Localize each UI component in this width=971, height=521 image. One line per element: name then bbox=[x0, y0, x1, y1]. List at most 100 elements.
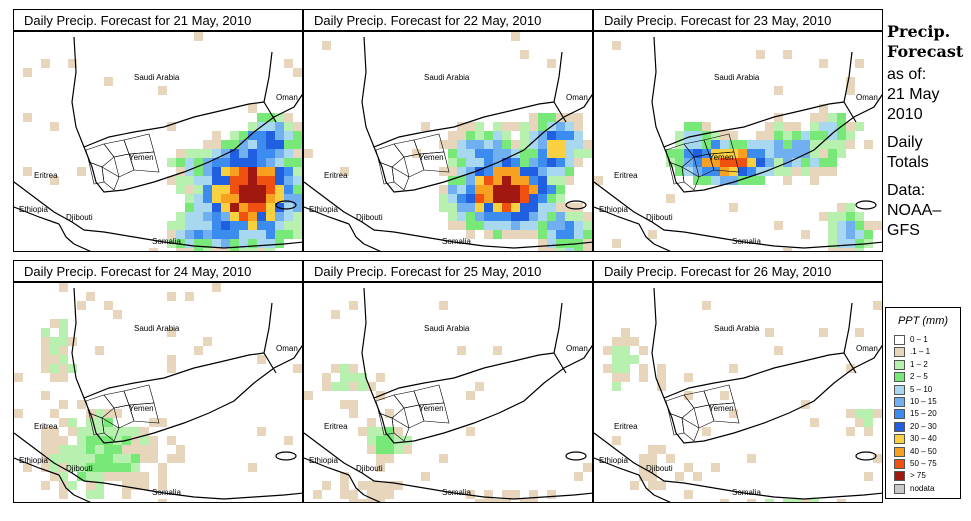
precip-cell bbox=[367, 427, 376, 436]
precip-map: Saudi Arabia Oman Yemen Eritrea Ethiopia Djib… bbox=[303, 282, 593, 503]
precip-cell bbox=[684, 140, 693, 149]
precip-cell bbox=[846, 230, 855, 239]
precip-cell bbox=[95, 409, 104, 418]
precip-cell bbox=[729, 131, 738, 140]
precip-cell bbox=[113, 463, 122, 472]
panel-title: Daily Precip. Forecast for 25 May, 2010 bbox=[303, 260, 593, 282]
precip-cell bbox=[702, 167, 711, 176]
precip-cell bbox=[819, 149, 828, 158]
country-border bbox=[594, 181, 882, 249]
precip-cell bbox=[266, 239, 275, 248]
precip-cell bbox=[104, 445, 113, 454]
precip-cell bbox=[167, 454, 176, 463]
precip-cell bbox=[185, 194, 194, 203]
precip-cell bbox=[484, 490, 493, 499]
forecast-panel-24-may: Daily Precip. Forecast for 24 May, 2010 … bbox=[13, 260, 303, 503]
country-border bbox=[653, 494, 672, 502]
precip-cell bbox=[104, 436, 113, 445]
precip-cell bbox=[284, 59, 293, 68]
precip-cell bbox=[340, 167, 349, 176]
precip-cell bbox=[230, 140, 239, 149]
precip-cell bbox=[331, 364, 340, 373]
precip-cell bbox=[340, 481, 349, 490]
map-label-oman: Oman bbox=[566, 93, 588, 102]
precip-cell bbox=[86, 292, 95, 301]
country-border bbox=[263, 51, 273, 103]
precip-cell bbox=[248, 131, 257, 140]
precip-cell bbox=[556, 122, 565, 131]
legend-label: .1 – 1 bbox=[910, 347, 931, 357]
precip-cell bbox=[457, 221, 466, 230]
precip-cell bbox=[828, 221, 837, 230]
precip-cell bbox=[230, 185, 239, 194]
precip-cell bbox=[792, 167, 801, 176]
district-border bbox=[391, 417, 410, 442]
precip-cell bbox=[612, 382, 621, 391]
data-source-line3: GFS bbox=[887, 222, 920, 239]
precip-cell bbox=[738, 149, 747, 158]
precip-cell bbox=[873, 409, 882, 418]
precip-cell bbox=[765, 122, 774, 131]
precip-cell bbox=[293, 131, 302, 140]
precip-cell bbox=[565, 212, 574, 221]
precip-cell bbox=[230, 176, 239, 185]
precip-cell bbox=[221, 230, 230, 239]
precip-cell bbox=[529, 203, 538, 212]
precip-cell bbox=[149, 248, 158, 251]
precip-cell bbox=[403, 445, 412, 454]
map-label-ethiopia: Ethiopia bbox=[599, 456, 628, 465]
precip-cell bbox=[41, 445, 50, 454]
precip-cell bbox=[185, 248, 194, 251]
precip-cell bbox=[475, 185, 484, 194]
precip-cell bbox=[104, 472, 113, 481]
precip-cell bbox=[538, 239, 547, 248]
precip-cell bbox=[376, 481, 385, 490]
precip-cell bbox=[783, 176, 792, 185]
precip-cell bbox=[293, 176, 302, 185]
precip-cell bbox=[493, 499, 502, 502]
map-label-somalia: Somalia bbox=[442, 237, 471, 246]
precip-cell bbox=[864, 472, 873, 481]
precip-cell bbox=[502, 131, 511, 140]
precip-cell bbox=[475, 499, 484, 502]
precip-cell bbox=[158, 86, 167, 95]
country-border bbox=[14, 457, 60, 476]
precip-cell bbox=[104, 77, 113, 86]
country-border bbox=[843, 352, 857, 374]
precip-cell bbox=[511, 32, 520, 41]
precip-cell bbox=[176, 445, 185, 454]
precip-cell bbox=[266, 185, 275, 194]
precip-cell bbox=[684, 490, 693, 499]
precip-cell bbox=[738, 158, 747, 167]
map-label-saudi: Saudi Arabia bbox=[424, 324, 470, 333]
precip-cell bbox=[837, 212, 846, 221]
precip-cell bbox=[475, 122, 484, 131]
precip-cell bbox=[547, 158, 556, 167]
country-border bbox=[594, 457, 640, 476]
country-border bbox=[348, 474, 365, 496]
precip-cell bbox=[176, 158, 185, 167]
precip-cell bbox=[448, 221, 457, 230]
precip-cell bbox=[502, 221, 511, 230]
precip-cell bbox=[846, 248, 855, 251]
precip-cell bbox=[466, 230, 475, 239]
precip-cell bbox=[648, 481, 657, 490]
precip-cell bbox=[801, 140, 810, 149]
precip-cell bbox=[212, 239, 221, 248]
precip-cell bbox=[257, 248, 266, 251]
precip-cell bbox=[729, 176, 738, 185]
precip-cell bbox=[657, 445, 666, 454]
precip-cell bbox=[657, 382, 666, 391]
precip-cell bbox=[783, 167, 792, 176]
precip-cell bbox=[230, 239, 239, 248]
precip-cell bbox=[86, 418, 95, 427]
country-border bbox=[553, 101, 567, 123]
precip-cell bbox=[275, 176, 284, 185]
precip-cell bbox=[131, 454, 140, 463]
country-border bbox=[14, 432, 302, 500]
precip-cell bbox=[547, 185, 556, 194]
precip-cell bbox=[185, 292, 194, 301]
precip-cell bbox=[873, 221, 882, 230]
precip-cell bbox=[493, 122, 502, 131]
precip-cell bbox=[565, 176, 574, 185]
